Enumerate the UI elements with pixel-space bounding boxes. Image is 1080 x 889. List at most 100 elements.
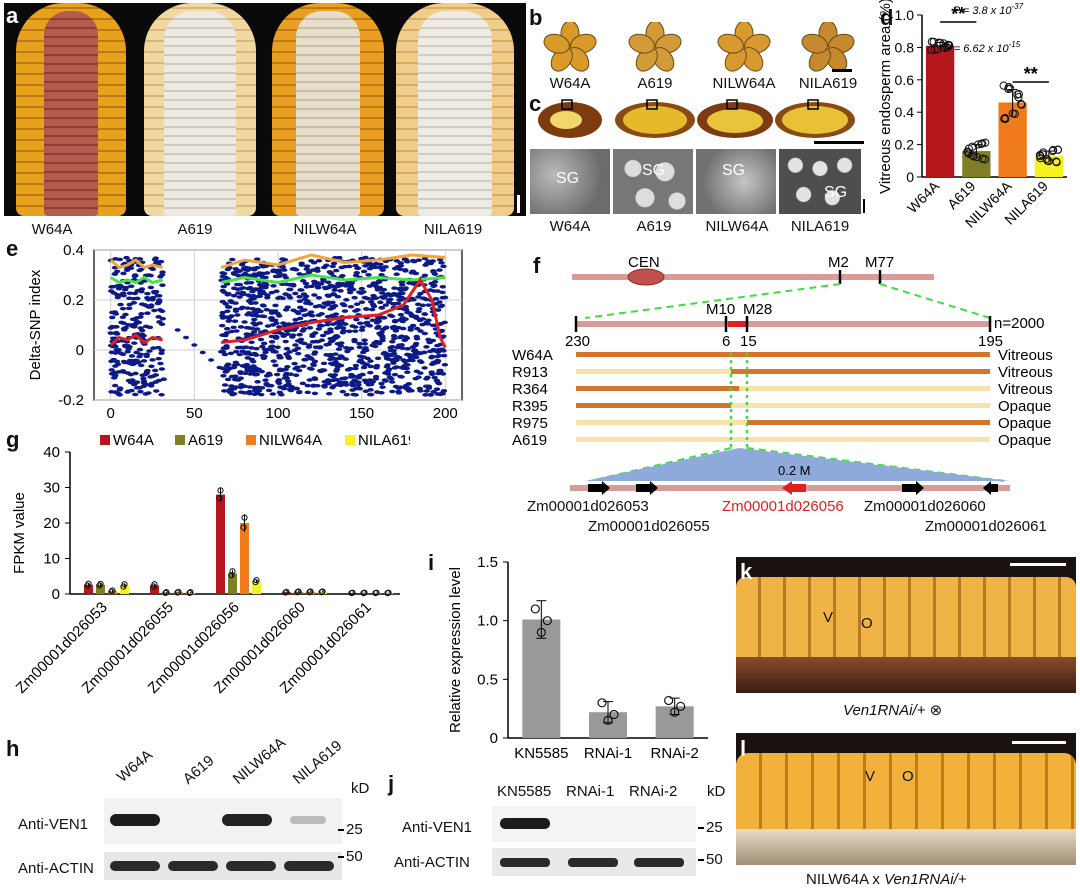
snp-point [362,307,370,311]
snp-point [146,349,153,353]
data-point [318,589,325,596]
snp-point [150,346,157,350]
legend-label: NILA619 [358,432,410,449]
panel-c-label: c [529,91,542,116]
data-point [348,590,355,597]
snp-point [292,267,300,272]
snp-point [260,341,268,346]
snp-point [137,352,144,357]
snp-point [436,300,443,304]
snp-point [145,273,153,277]
snp-point [248,346,255,350]
data-point [1043,156,1052,165]
snp-point [412,352,419,356]
phenotype-label: Opaque [998,415,1051,432]
snp-point [219,310,226,315]
snp-point [390,361,397,365]
data-point [536,627,546,638]
snp-point [434,380,442,385]
threshold-95-line [220,273,446,285]
x-tick-label: 0 [107,405,115,422]
snp-point [399,346,406,350]
legend-label: W64A [113,432,154,449]
snp-point [125,306,133,311]
data-point [174,589,181,596]
snp-point [252,272,259,277]
snp-point [375,324,382,329]
snp-point [441,362,449,367]
blot-row-label: Anti-VEN1 [402,819,473,836]
data-point [977,139,986,149]
snp-point [257,273,265,278]
snp-point [434,392,441,396]
panel-h-label: h [6,736,20,761]
snp-point [407,325,415,330]
line-name: R975 [512,415,548,432]
snp-point [263,307,270,312]
snp-point [377,265,384,270]
data-point [84,582,91,589]
snp-point [253,327,261,331]
snp-point [332,352,339,356]
snp-point [345,367,352,372]
snp-point [338,355,345,359]
blot-band [110,814,160,826]
snp-point [145,305,153,309]
snp-point [112,256,119,261]
snp-point [320,361,328,366]
snp-point [434,358,441,363]
snp-point [343,346,350,350]
snp-point [306,378,313,382]
snp-point [387,345,394,350]
scale-bar [1012,741,1066,744]
snp-point [236,287,244,291]
snp-point [409,269,417,274]
snp-point [376,280,383,284]
bar [174,592,183,594]
opaque-marker: O [902,768,914,785]
snp-point [321,379,328,384]
snp-point [141,373,148,377]
snp-point [418,351,425,355]
section-nila619 [775,99,855,138]
snp-point [263,283,270,287]
legend-swatch [345,435,355,445]
snp-point [391,318,399,323]
snp-point [404,259,411,264]
snp-point [352,309,359,313]
kd-label: kD [351,780,370,797]
marker-m77-label: M77 [865,254,894,271]
snp-point [423,389,430,393]
y-tick-label: 0 [52,586,60,603]
snp-point [316,323,324,328]
snp-point [319,333,327,338]
snp-point [352,366,359,371]
data-point [944,40,954,50]
data-point [319,588,326,595]
snp-point [262,275,269,280]
snp-point [138,289,145,294]
snp-point [223,315,230,319]
snp-point [254,314,261,318]
panel-l-photo [736,733,1076,865]
data-point [252,579,259,586]
snp-point [151,308,158,313]
snp-point [251,392,258,397]
snp-point [246,294,254,298]
snp-point [395,294,402,299]
blot-band [222,814,272,826]
blot-lane-label: KN5585 [497,783,552,800]
scale-bar [814,141,864,144]
snp-point [151,257,159,262]
kernel-row-shade [736,657,1076,693]
snp-point [306,343,313,347]
data-point [120,583,127,590]
snp-point [415,258,422,262]
y-tick-label: 0 [490,730,498,747]
snp-point [421,312,428,316]
caption-genotype: Ven1RNAi/+ [884,871,967,888]
snp-point [256,321,263,325]
snp-point [284,305,291,309]
snp-point [244,332,251,337]
data-point [229,568,236,575]
